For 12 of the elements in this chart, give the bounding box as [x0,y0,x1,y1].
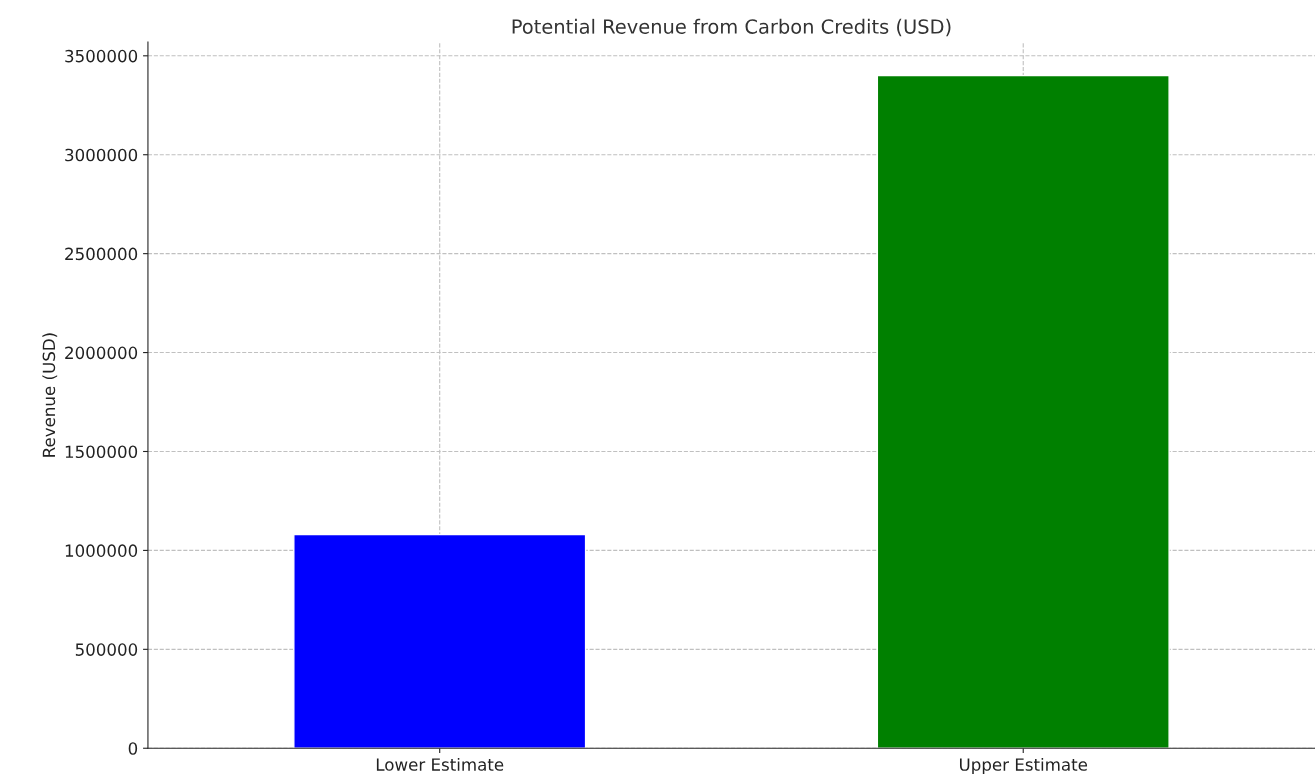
y-tick-label: 3500000 [65,49,138,63]
y-tick-label: 2000000 [65,346,138,360]
y-tick-label: 500000 [75,643,138,656]
y-tick-label: 2500000 [65,247,138,261]
x-tick-label: Lower Estimate [376,757,504,771]
y-tick-label: 1000000 [65,544,138,557]
y-tick-label: 0 [128,742,138,755]
x-tick-label: Upper Estimate [959,757,1088,775]
y-axis-title: Revenue (USD) [42,333,58,457]
y-tick-label: 3000000 [65,148,138,162]
chart-title: Potential Revenue from Carbon Credits (USD) [512,18,951,37]
y-tick-label: 1500000 [65,445,138,459]
